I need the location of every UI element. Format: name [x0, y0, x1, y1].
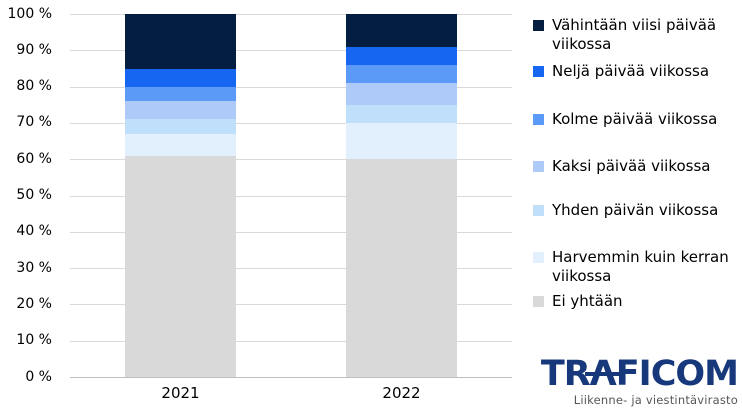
y-tick-label: 60 %: [16, 150, 52, 167]
legend-label: Kaksi päivää viikossa: [552, 157, 711, 175]
segment-yhden-paivan-viikossa: [125, 119, 236, 134]
logo-letter: Λ: [584, 354, 621, 394]
logo-letter: F: [615, 354, 640, 394]
gridline: [70, 231, 512, 233]
segment-kaksi-paivaa-viikossa: [125, 101, 236, 120]
gridline: [70, 304, 512, 306]
legend-item-yhden-paivan-viikossa: Yhden päivän viikossa: [533, 201, 736, 220]
legend-swatch-kaksi-paivaa-viikossa: [533, 161, 544, 172]
gridline: [70, 50, 512, 52]
segment-kolme-paivaa-viikossa: [346, 64, 457, 83]
logo-letter: I: [638, 354, 652, 394]
legend-label: Ei yhtään: [552, 292, 623, 310]
y-tick-label: 50 %: [16, 187, 52, 203]
segment-ei-yhtaan: [346, 159, 457, 377]
legend-swatch-kolme-paivaa-viikossa: [533, 114, 544, 125]
legend-label: Yhden päivän viikossa: [552, 201, 719, 219]
segment-kolme-paivaa-viikossa: [125, 86, 236, 102]
segment-harvemmin-kuin-kerran-viikossa: [346, 122, 457, 160]
logo-letter: C: [650, 354, 677, 394]
traficom-wordmark: TRΛFICOM: [540, 354, 739, 394]
y-tick-label: 90 %: [16, 41, 52, 58]
legend-label: Vähintään viisi päivää viikossa: [552, 16, 717, 53]
legend-label: Neljä päivää viikossa: [552, 62, 710, 80]
legend-label: Harvemmin kuin kerran viikossa: [552, 248, 729, 285]
legend-item-vahintaan-viisi-paivaa-viikossa: Vähintään viisi päivää viikossa: [533, 16, 736, 54]
legend-swatch-harvemmin-kuin-kerran-viikossa: [533, 252, 544, 263]
x-tick-label-2021: 2021: [161, 384, 200, 402]
segment-ei-yhtaan: [125, 155, 236, 377]
logo-letter: T: [540, 354, 565, 394]
gridline: [70, 195, 512, 197]
legend-item-kaksi-paivaa-viikossa: Kaksi päivää viikossa: [533, 157, 736, 176]
gridline: [70, 340, 512, 342]
legend-label: Kolme päivää viikossa: [552, 110, 718, 128]
legend-item-harvemmin-kuin-kerran-viikossa: Harvemmin kuin kerran viikossa: [533, 248, 736, 286]
segment-yhden-paivan-viikossa: [346, 104, 457, 123]
y-tick-label: 0 %: [25, 368, 52, 385]
x-tick-label-2022: 2022: [382, 384, 421, 402]
legend-item-kolme-paivaa-viikossa: Kolme päivää viikossa: [533, 110, 736, 129]
bar-2021: [125, 14, 236, 377]
segment-nelja-paivaa-viikossa: [125, 68, 236, 87]
gridline: [70, 159, 512, 161]
gridline: [70, 268, 512, 270]
segment-harvemmin-kuin-kerran-viikossa: [125, 133, 236, 156]
legend-swatch-nelja-paivaa-viikossa: [533, 66, 544, 77]
traficom-logo: TRΛFICOM Liikenne- ja viestintävirasto: [540, 354, 739, 408]
y-tick-label: 100 %: [7, 5, 52, 22]
x-axis-line: [70, 377, 512, 378]
bar-2022: [346, 14, 457, 377]
segment-vahintaan-viisi-paivaa-viikossa: [346, 14, 457, 47]
y-tick-label: 80 %: [16, 78, 52, 95]
segment-nelja-paivaa-viikossa: [346, 46, 457, 65]
segment-kaksi-paivaa-viikossa: [346, 83, 457, 105]
gridline: [70, 86, 512, 88]
legend-item-nelja-paivaa-viikossa: Neljä päivää viikossa: [533, 62, 736, 81]
y-tick-label: 20 %: [16, 295, 52, 312]
legend-item-ei-yhtaan: Ei yhtään: [533, 292, 736, 311]
plot-area: [70, 14, 512, 378]
y-tick-label: 70 %: [16, 114, 52, 131]
y-tick-label: 10 %: [16, 332, 52, 349]
logo-letter: O: [675, 354, 705, 394]
logo-letter: M: [704, 354, 739, 394]
legend-swatch-yhden-paivan-viikossa: [533, 205, 544, 216]
legend-swatch-ei-yhtaan: [533, 296, 544, 307]
y-tick-label: 40 %: [16, 223, 52, 240]
traficom-tagline: Liikenne- ja viestintävirasto: [573, 393, 738, 407]
legend-swatch-vahintaan-viisi-paivaa-viikossa: [533, 20, 544, 31]
gridline: [70, 14, 512, 15]
legend: Vähintään viisi päivää viikossa Neljä päi…: [533, 0, 739, 340]
gridline: [70, 122, 512, 124]
segment-vahintaan-viisi-paivaa-viikossa: [125, 14, 236, 69]
y-tick-label: 30 %: [16, 259, 52, 276]
